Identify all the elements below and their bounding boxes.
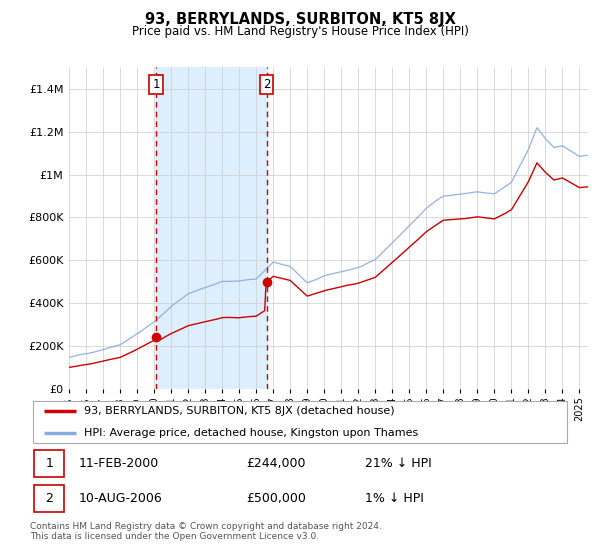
Text: 2: 2 [45, 492, 53, 505]
Text: Price paid vs. HM Land Registry's House Price Index (HPI): Price paid vs. HM Land Registry's House … [131, 25, 469, 38]
Text: 93, BERRYLANDS, SURBITON, KT5 8JX (detached house): 93, BERRYLANDS, SURBITON, KT5 8JX (detac… [84, 406, 395, 416]
FancyBboxPatch shape [34, 485, 64, 512]
Text: 21% ↓ HPI: 21% ↓ HPI [365, 457, 431, 470]
Text: 11-FEB-2000: 11-FEB-2000 [79, 457, 159, 470]
Text: 1: 1 [152, 78, 160, 91]
Text: £244,000: £244,000 [246, 457, 305, 470]
Text: 1: 1 [45, 457, 53, 470]
Text: HPI: Average price, detached house, Kingston upon Thames: HPI: Average price, detached house, King… [84, 428, 418, 438]
Text: Contains HM Land Registry data © Crown copyright and database right 2024.
This d: Contains HM Land Registry data © Crown c… [30, 522, 382, 542]
FancyBboxPatch shape [34, 450, 64, 477]
Bar [156, 67, 267, 389]
FancyBboxPatch shape [33, 401, 568, 444]
Text: 93, BERRYLANDS, SURBITON, KT5 8JX: 93, BERRYLANDS, SURBITON, KT5 8JX [145, 12, 455, 27]
Text: 2: 2 [263, 78, 271, 91]
Text: £500,000: £500,000 [246, 492, 306, 505]
Text: 1% ↓ HPI: 1% ↓ HPI [365, 492, 424, 505]
Text: 10-AUG-2006: 10-AUG-2006 [79, 492, 163, 505]
